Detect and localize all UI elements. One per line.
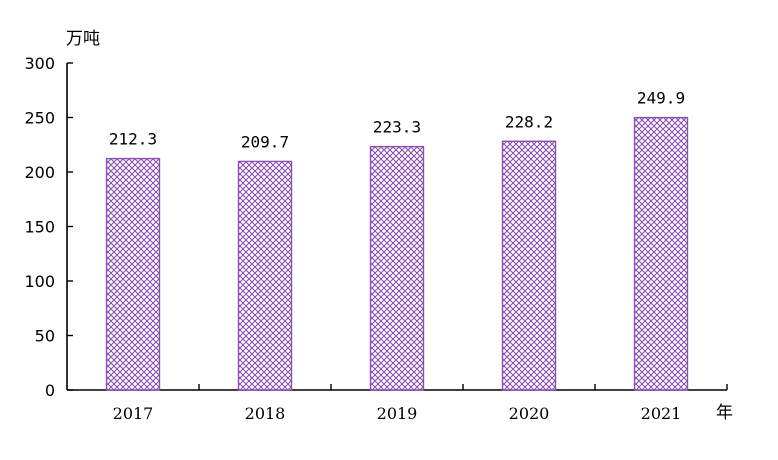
y-tick-label: 200 bbox=[24, 163, 55, 182]
x-tick-label-2019: 2019 bbox=[377, 404, 418, 423]
y-tick-label: 0 bbox=[45, 381, 55, 400]
x-tick-label-2018: 2018 bbox=[245, 404, 286, 423]
x-tick-label-2020: 2020 bbox=[509, 404, 550, 423]
y-tick-label: 300 bbox=[24, 54, 55, 73]
bar-2017 bbox=[105, 157, 161, 391]
y-tick-label: 100 bbox=[24, 272, 55, 291]
bar-2021 bbox=[633, 116, 689, 391]
data-label-2018: 209.7 bbox=[241, 132, 289, 151]
axes: 0 50 100 150 200 250 300 bbox=[24, 54, 728, 400]
bars bbox=[105, 116, 689, 391]
bar-2019 bbox=[369, 145, 425, 391]
data-label-2017: 212.3 bbox=[109, 130, 157, 149]
data-label-2019: 223.3 bbox=[373, 118, 421, 137]
labels: 212.3 2017 209.7 2018 223.3 2019 228.2 2020 249.… bbox=[109, 89, 685, 423]
y-tick-label: 250 bbox=[24, 109, 55, 128]
x-tick-label-2021: 2021 bbox=[641, 404, 682, 423]
x-tick-label-2017: 2017 bbox=[113, 404, 154, 423]
y-axis-unit-label: 万吨 bbox=[66, 29, 100, 49]
data-label-2021: 249.9 bbox=[637, 89, 685, 108]
data-label-2020: 228.2 bbox=[505, 112, 553, 131]
y-tick-label: 50 bbox=[35, 327, 55, 346]
bar-2020 bbox=[501, 140, 557, 391]
y-tick-label: 150 bbox=[24, 218, 55, 237]
x-axis-unit-label: 年 bbox=[716, 403, 733, 423]
bar-2018 bbox=[237, 160, 293, 391]
